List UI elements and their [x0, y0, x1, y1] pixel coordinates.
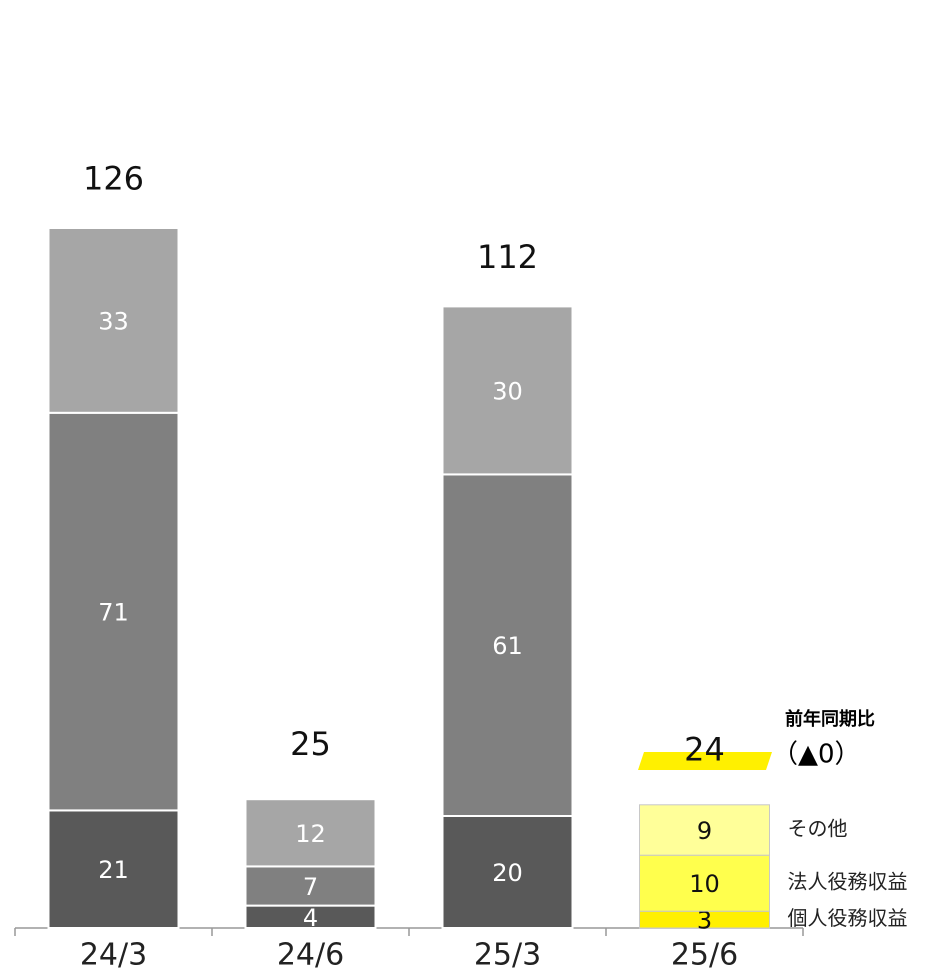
bar-segment: [47, 809, 180, 930]
value-label: 4: [303, 904, 318, 932]
x-tick-label: 24/3: [80, 938, 147, 973]
value-label: 33: [98, 307, 129, 335]
bar-segment: [244, 865, 377, 907]
annotation-title: 前年同期比: [785, 708, 875, 730]
value-label: 12: [295, 820, 326, 848]
annotation-text: （▲0）: [772, 740, 861, 770]
value-label: 30: [492, 377, 523, 405]
bar-segment: [47, 411, 180, 812]
total-label: 25: [290, 725, 331, 763]
total-label: 112: [477, 238, 538, 276]
value-label: 3: [697, 907, 712, 935]
total-label: 24: [684, 731, 725, 769]
bar-segment: [639, 854, 770, 912]
x-tick-label: 25/6: [671, 938, 738, 973]
value-label: 20: [492, 859, 523, 887]
total-label: 126: [83, 159, 144, 197]
value-label: 9: [697, 817, 712, 845]
bar-segment: [244, 798, 377, 868]
value-label: 61: [492, 632, 523, 660]
bar-segment: [47, 227, 180, 414]
x-tick-label: 25/3: [474, 938, 541, 973]
bar-segment: [441, 473, 574, 817]
value-label: 7: [303, 873, 318, 901]
bar-segment: [441, 305, 574, 476]
series-label: その他: [788, 817, 848, 841]
bar-segment: [441, 815, 574, 929]
x-tick-label: 24/6: [277, 938, 344, 973]
value-label: 10: [689, 870, 720, 898]
series-label: 個人役務収益: [788, 906, 908, 930]
total-highlight: [638, 752, 772, 770]
series-label: 法人役務収益: [788, 870, 908, 894]
value-label: 21: [98, 856, 129, 884]
value-label: 71: [98, 599, 129, 627]
bar-segment: [639, 804, 770, 856]
